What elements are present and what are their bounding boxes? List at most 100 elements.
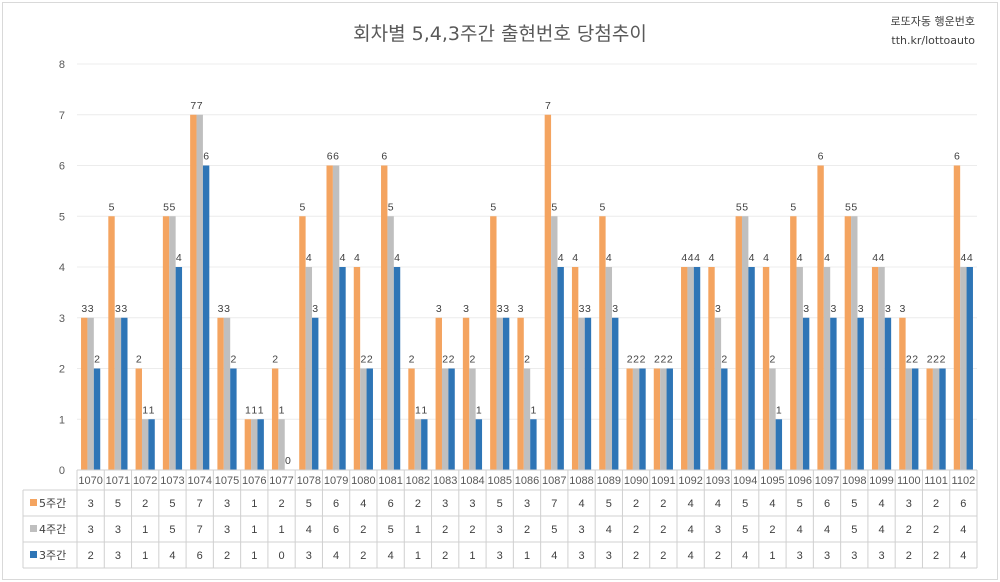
x-tick-label: 1091 bbox=[651, 475, 675, 487]
data-label: 1 bbox=[415, 404, 421, 416]
data-label: 2 bbox=[906, 354, 912, 366]
data-label: 2 bbox=[660, 354, 666, 366]
x-tick-label: 1097 bbox=[815, 475, 839, 487]
bar bbox=[626, 368, 633, 470]
bar bbox=[121, 317, 128, 470]
table-cell: 1 bbox=[769, 550, 775, 562]
table-cell: 2 bbox=[715, 550, 721, 562]
table-cell: 4 bbox=[878, 498, 884, 510]
x-tick-label: 1081 bbox=[378, 475, 402, 487]
data-label: 2 bbox=[721, 354, 727, 366]
bar bbox=[257, 419, 264, 470]
data-label: 2 bbox=[442, 354, 448, 366]
bar bbox=[523, 368, 531, 470]
table-cell: 4 bbox=[769, 498, 775, 510]
data-label: 3 bbox=[830, 303, 836, 315]
bar bbox=[830, 317, 837, 470]
bar bbox=[769, 368, 776, 470]
bar bbox=[141, 419, 149, 470]
x-tick-label: 1089 bbox=[597, 475, 621, 487]
data-label: 3 bbox=[518, 303, 524, 315]
bar bbox=[299, 216, 306, 470]
data-label: 4 bbox=[394, 252, 400, 264]
y-tick-label: 5 bbox=[59, 211, 65, 223]
table-cell: 5 bbox=[388, 524, 394, 536]
data-label: 1 bbox=[776, 404, 782, 416]
table-cell: 2 bbox=[88, 550, 94, 562]
bar bbox=[960, 267, 967, 470]
bar bbox=[584, 317, 592, 470]
data-label: 4 bbox=[340, 252, 346, 264]
x-tick-label: 1100 bbox=[897, 475, 921, 487]
bar bbox=[762, 267, 770, 470]
table-cell: 1 bbox=[251, 550, 257, 562]
table-cell: 5 bbox=[797, 498, 803, 510]
bar bbox=[387, 216, 394, 470]
bar bbox=[653, 368, 661, 470]
table-cell: 6 bbox=[960, 498, 966, 510]
y-tick-label: 1 bbox=[59, 414, 65, 426]
bar bbox=[660, 368, 667, 470]
data-label: 4 bbox=[694, 252, 700, 264]
data-label: 3 bbox=[803, 303, 809, 315]
table-cell: 1 bbox=[415, 550, 421, 562]
data-label: 2 bbox=[409, 354, 415, 366]
table-cell: 4 bbox=[578, 498, 584, 510]
data-label: 4 bbox=[558, 252, 564, 264]
data-label: 3 bbox=[612, 303, 618, 315]
bar bbox=[823, 267, 831, 470]
bar bbox=[162, 216, 170, 470]
x-tick-label: 1094 bbox=[733, 475, 757, 487]
x-tick-label: 1072 bbox=[133, 475, 157, 487]
data-label: 4 bbox=[763, 252, 769, 264]
table-cell: 2 bbox=[933, 524, 939, 536]
bar bbox=[939, 368, 946, 470]
data-label: 2 bbox=[272, 354, 278, 366]
bar bbox=[190, 114, 197, 470]
data-label: 4 bbox=[960, 252, 966, 264]
data-label: 3 bbox=[715, 303, 721, 315]
x-tick-label: 1093 bbox=[706, 475, 730, 487]
data-label: 1 bbox=[245, 404, 251, 416]
data-label: 4 bbox=[606, 252, 612, 264]
table-cell: 1 bbox=[142, 550, 148, 562]
table-cell: 6 bbox=[824, 498, 830, 510]
table-cell: 7 bbox=[551, 498, 557, 510]
bar bbox=[114, 317, 122, 470]
bar bbox=[639, 368, 646, 470]
table-cell: 2 bbox=[442, 524, 448, 536]
bar bbox=[202, 165, 210, 470]
data-label: 3 bbox=[88, 303, 94, 315]
table-cell: 3 bbox=[906, 498, 912, 510]
bar bbox=[469, 368, 476, 470]
bar bbox=[878, 267, 885, 470]
bar bbox=[462, 317, 470, 470]
bar bbox=[496, 317, 503, 470]
bar bbox=[475, 419, 483, 470]
table-cell: 7 bbox=[197, 524, 203, 536]
table-cell: 3 bbox=[824, 550, 830, 562]
table-cell: 4 bbox=[169, 550, 175, 562]
bar bbox=[775, 419, 783, 470]
table-cell: 4 bbox=[333, 550, 339, 562]
bar bbox=[844, 216, 852, 470]
bar bbox=[81, 317, 88, 470]
legend-key bbox=[30, 551, 37, 558]
x-tick-label: 1090 bbox=[624, 475, 648, 487]
table-cell: 2 bbox=[633, 524, 639, 536]
table-cell: 5 bbox=[169, 498, 175, 510]
table-cell: 1 bbox=[415, 524, 421, 536]
table-cell: 2 bbox=[933, 550, 939, 562]
x-tick-label: 1099 bbox=[869, 475, 893, 487]
data-label: 7 bbox=[190, 100, 196, 112]
bar bbox=[175, 267, 183, 470]
table-cell: 4 bbox=[688, 524, 694, 536]
data-label: 3 bbox=[312, 303, 318, 315]
bar bbox=[544, 114, 552, 470]
y-tick-label: 8 bbox=[59, 59, 65, 71]
x-tick-label: 1088 bbox=[569, 475, 593, 487]
legend-label: 4주간 bbox=[39, 523, 66, 536]
x-tick-label: 1074 bbox=[187, 475, 211, 487]
bar bbox=[278, 419, 285, 470]
data-label: 3 bbox=[585, 303, 591, 315]
